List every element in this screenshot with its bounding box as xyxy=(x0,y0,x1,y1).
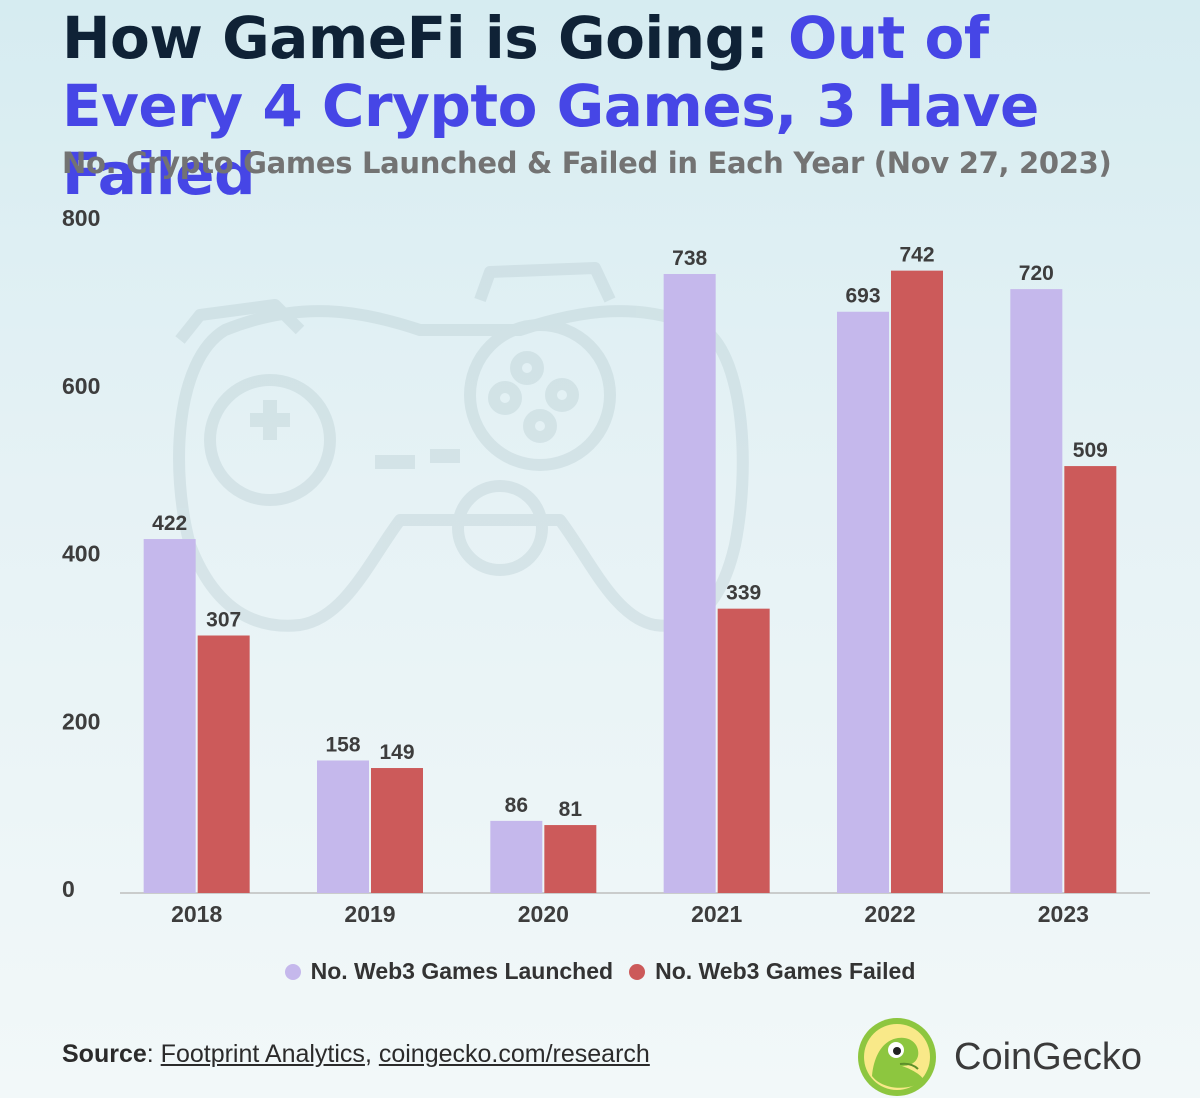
data-label-failed-2018: 307 xyxy=(206,609,241,632)
brand-name: CoinGecko xyxy=(954,1035,1142,1078)
coingecko-logo-icon xyxy=(858,1018,936,1096)
data-label-failed-2020: 81 xyxy=(559,798,583,821)
bars-group: 422 307 158 149 86 81 738 339 693 742 720 509 xyxy=(143,244,1117,894)
source-link-coingecko[interactable]: coingecko.com/research xyxy=(378,1040,650,1068)
source-note: Source: Footprint Analytics, coingecko.c… xyxy=(62,1040,650,1068)
source-link-footprint[interactable]: Footprint Analytics xyxy=(160,1040,365,1068)
y-tick-label: 800 xyxy=(62,205,100,231)
chart-subtitle: No. Crypto Games Launched & Failed in Ea… xyxy=(62,146,1112,180)
legend-label-failed: No. Web3 Games Failed xyxy=(655,958,916,984)
data-label-launched-2019: 158 xyxy=(325,733,360,756)
bar-failed-2022 xyxy=(891,270,943,894)
legend-label-launched: No. Web3 Games Launched xyxy=(310,958,614,984)
chart-title: How GameFi is Going: Out of Every 4 Cryp… xyxy=(62,4,1182,208)
legend: No. Web3 Games Launched No. Web3 Games F… xyxy=(0,958,1200,985)
legend-swatch-launched xyxy=(284,963,301,980)
y-tick-label: 200 xyxy=(62,708,100,734)
bar-failed-2020 xyxy=(544,825,597,893)
x-tick-label: 2019 xyxy=(344,901,395,927)
data-label-launched-2022: 693 xyxy=(845,285,880,308)
bar-launched-2021 xyxy=(663,274,716,893)
x-axis: 2018 2019 2020 2021 2022 2023 xyxy=(171,901,1089,927)
bar-failed-2023 xyxy=(1064,466,1117,893)
bar-failed-2019 xyxy=(371,768,423,893)
data-label-failed-2023: 509 xyxy=(1073,439,1108,462)
bar-launched-2022 xyxy=(837,311,889,894)
data-label-launched-2021: 738 xyxy=(672,247,707,270)
bar-failed-2018 xyxy=(197,635,250,893)
source-label: Source xyxy=(62,1040,147,1068)
x-tick-label: 2023 xyxy=(1038,901,1089,927)
y-tick-label: 400 xyxy=(62,541,100,567)
title-accent: Out of Every 4 Crypto Games, 3 Have Fail… xyxy=(62,4,1039,208)
gamepad-icon xyxy=(173,262,749,632)
data-label-launched-2018: 422 xyxy=(152,512,187,535)
y-axis: 0 200 400 600 800 xyxy=(62,205,100,902)
bar-launched-2018 xyxy=(143,539,196,893)
y-tick-label: 600 xyxy=(62,373,100,399)
y-tick-label: 0 xyxy=(62,876,75,902)
bar-failed-2021 xyxy=(717,608,770,893)
bar-launched-2019 xyxy=(317,760,369,893)
bar-launched-2020 xyxy=(490,820,543,893)
bar-launched-2023 xyxy=(1010,289,1063,894)
x-tick-label: 2021 xyxy=(691,901,742,927)
brand: CoinGecko xyxy=(856,1016,1142,1098)
x-tick-label: 2022 xyxy=(864,901,915,927)
title-main: How GameFi is Going: xyxy=(62,4,788,72)
data-label-launched-2023: 720 xyxy=(1019,262,1054,285)
legend-swatch-failed xyxy=(629,963,646,980)
x-tick-label: 2018 xyxy=(171,901,222,927)
data-label-failed-2021: 339 xyxy=(726,582,761,605)
legend-item-launched: No. Web3 Games Launched xyxy=(284,958,614,985)
bar-chart: 0 200 400 600 800 422 307 158 149 86 81 738 339 693 7… xyxy=(62,205,1150,927)
legend-item-failed: No. Web3 Games Failed xyxy=(629,958,915,985)
data-label-failed-2019: 149 xyxy=(379,741,414,764)
data-label-launched-2020: 86 xyxy=(505,794,528,817)
data-label-failed-2022: 742 xyxy=(899,244,934,267)
x-tick-label: 2020 xyxy=(518,901,569,927)
